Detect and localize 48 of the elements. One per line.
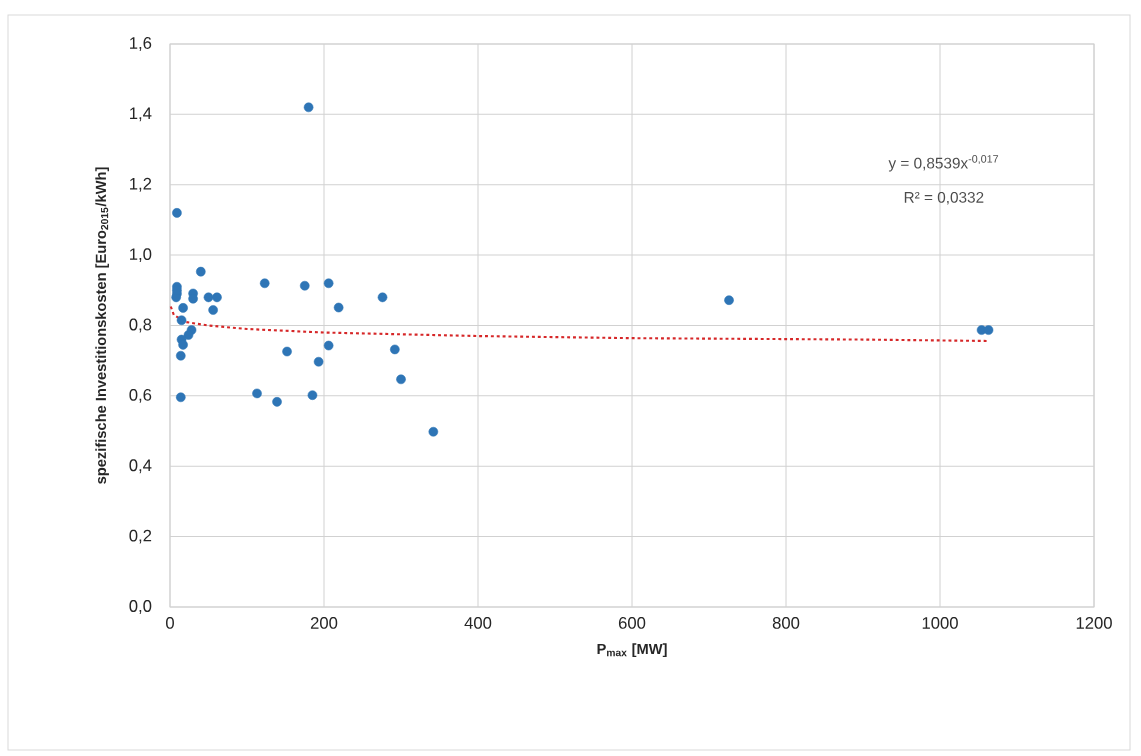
y-tick-label: 0,4 xyxy=(129,459,152,474)
line-series xyxy=(169,305,990,343)
x-axis-title: P$_{max}$ [MW] xyxy=(597,643,667,657)
point xyxy=(377,292,388,303)
point xyxy=(303,102,314,113)
point xyxy=(390,344,400,355)
point xyxy=(307,390,318,400)
point xyxy=(299,280,310,291)
point xyxy=(724,295,734,305)
point xyxy=(333,302,344,313)
x-tick-label: 1200 xyxy=(1076,617,1112,629)
point xyxy=(272,397,282,407)
y-tick-label: 0,6 xyxy=(129,389,152,403)
x-tick-label: 1000 xyxy=(922,617,958,629)
y-tick-label: 1,4 xyxy=(130,107,152,122)
point xyxy=(323,340,334,351)
y-tick-label: 0,2 xyxy=(129,529,152,544)
point xyxy=(203,292,214,303)
point xyxy=(175,350,186,361)
point xyxy=(178,303,188,313)
y-tick-label: 1,2 xyxy=(130,177,152,192)
point xyxy=(259,278,270,289)
point xyxy=(175,392,186,403)
point xyxy=(323,278,334,289)
point xyxy=(396,374,406,385)
point xyxy=(212,292,222,303)
x-tick-label: 400 xyxy=(464,617,492,629)
point xyxy=(196,266,206,277)
x-tick-label: 200 xyxy=(310,617,338,629)
y-axis-title: spezifische Investitionskosten [Euro$_{2015}$/kWh] xyxy=(95,167,109,484)
point xyxy=(252,388,262,399)
point xyxy=(313,356,324,367)
point xyxy=(178,340,188,350)
point xyxy=(282,346,292,357)
point xyxy=(176,315,187,326)
point xyxy=(183,330,194,340)
point xyxy=(172,208,182,218)
point xyxy=(208,305,218,315)
x-tick-label: 800 xyxy=(772,617,800,629)
y-tick-label: 0,0 xyxy=(129,600,152,614)
annotation: R² = 0,0332 xyxy=(904,191,984,205)
point xyxy=(428,426,439,437)
y-tick-label: 1,6 xyxy=(130,37,152,51)
y-tick-label: 1,0 xyxy=(130,248,152,262)
x-tick-label: 0 xyxy=(166,617,174,629)
y-tick-label: 0,8 xyxy=(129,318,152,333)
x-tick-label: 600 xyxy=(618,617,646,629)
annotation: y = 0,8539x$^{-0,017}$ xyxy=(888,155,999,172)
